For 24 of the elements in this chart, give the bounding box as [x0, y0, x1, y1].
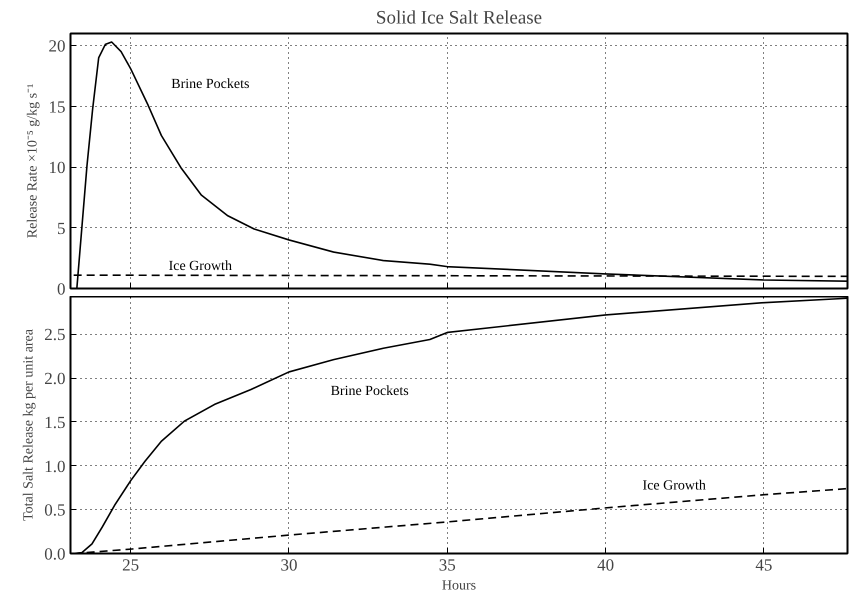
y-tick-label: 0	[57, 280, 66, 298]
y-tick-label: 2.5	[44, 325, 66, 344]
x-tick-label: 40	[597, 556, 614, 574]
y-tick-label: 1.0	[44, 456, 66, 476]
x-tick-label: 30	[280, 556, 298, 574]
y-tick-label: 15	[48, 97, 66, 116]
x-tick-label: 25	[122, 556, 140, 574]
x-tick-label: 35	[438, 556, 456, 574]
y-axis-title: Total Salt Release kg per unit area	[21, 328, 36, 521]
series-label: Ice Growth	[642, 478, 706, 494]
y-tick-label: 1.5	[44, 412, 66, 432]
y-tick-label: 0.5	[44, 500, 66, 520]
y-tick-label: 0.0	[44, 544, 66, 564]
y-tick-label: 2.0	[44, 369, 66, 388]
y-tick-label: 10	[48, 158, 66, 178]
y-tick-label: 5	[57, 218, 66, 238]
x-tick-label: 45	[755, 556, 772, 574]
series-label: Brine Pockets	[330, 384, 409, 400]
series-label: Ice Growth	[168, 259, 232, 274]
chart-title: Solid Ice Salt Release	[376, 8, 542, 28]
y-axis-title: Release Rate ×10⁻⁵ g/kg s⁻¹	[26, 84, 40, 238]
y-tick-label: 20	[48, 36, 66, 56]
x-axis-title: Hours	[442, 578, 476, 594]
series-label: Brine Pockets	[171, 77, 250, 92]
